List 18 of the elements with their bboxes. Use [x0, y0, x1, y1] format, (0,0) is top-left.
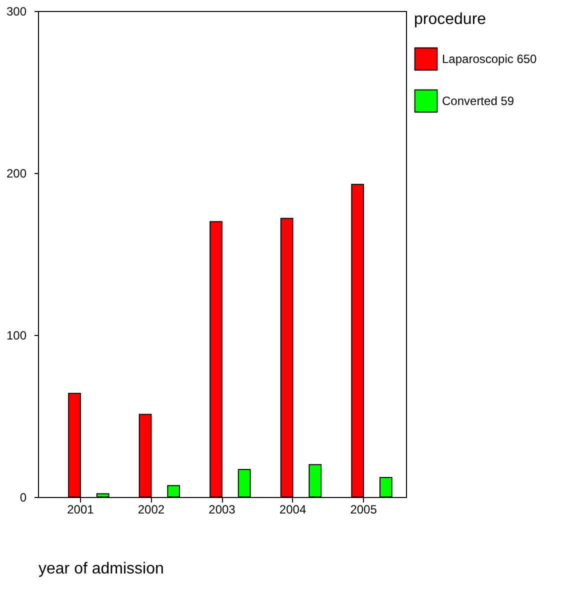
x-tick-label: 2001: [67, 502, 94, 516]
bar: [96, 493, 110, 498]
x-tick-label: 2005: [350, 502, 378, 516]
y-tick-label: 300: [6, 4, 27, 18]
x-tick-label: 2003: [208, 502, 236, 516]
y-tick-label: 0: [20, 490, 27, 504]
x-axis-title: year of admission: [38, 560, 164, 578]
bar: [308, 464, 322, 498]
bar: [379, 477, 392, 498]
y-tick-label: 100: [6, 328, 27, 342]
x-tick-label: 2004: [279, 502, 306, 516]
legend-label: Converted 59: [442, 94, 514, 108]
x-tick-label: 2002: [138, 502, 165, 516]
legend-title: procedure: [414, 11, 486, 28]
y-tick-label: 200: [6, 166, 27, 180]
bar: [238, 468, 251, 498]
bar: [167, 485, 180, 498]
legend-label: Laparoscopic 650: [442, 52, 538, 66]
